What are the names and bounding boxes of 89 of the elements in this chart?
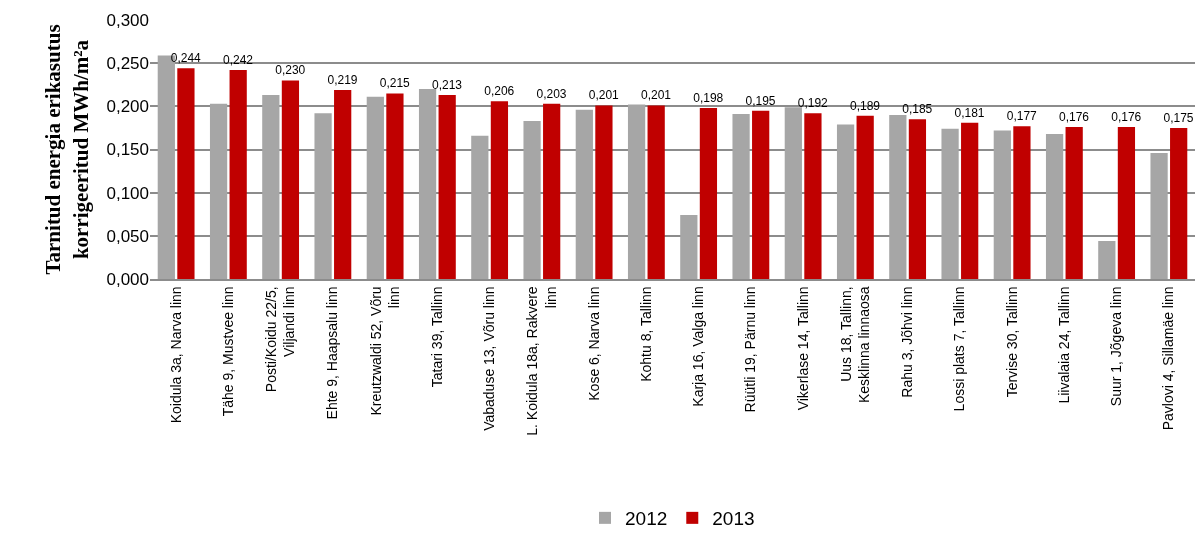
data-label: 0,185	[902, 102, 933, 117]
data-label: 0,242	[222, 53, 254, 68]
data-label: 0,175	[1163, 110, 1194, 125]
bar	[281, 80, 300, 279]
x-tick-label: Rahu 3, Jõhvi linn	[899, 286, 916, 398]
bar	[229, 70, 247, 279]
x-tick-label: Vabaduse 13, Võru linn	[481, 286, 498, 431]
bar	[993, 130, 1011, 279]
bar	[941, 128, 959, 279]
bar	[471, 135, 489, 279]
data-label: 0,215	[379, 76, 411, 91]
y-tick-label: 0,250	[106, 54, 149, 74]
bar	[418, 89, 437, 279]
bar	[699, 108, 718, 279]
bar	[575, 109, 593, 279]
bar	[334, 89, 352, 279]
legend-label: 2012	[625, 508, 668, 530]
y-tick-label: 0,150	[106, 140, 149, 160]
legend-label: 2013	[712, 508, 755, 530]
data-label: 0,176	[1111, 110, 1142, 125]
x-tick-label: Tähe 9, Mustvee linn	[219, 286, 236, 417]
x-tick-label: L. Koidula 18a, Rakvere linn	[524, 286, 559, 436]
bar	[804, 113, 822, 279]
data-label: 0,195	[745, 93, 776, 108]
bar	[836, 124, 855, 279]
data-label: 0,201	[640, 88, 672, 103]
data-label: 0,198	[693, 91, 724, 106]
x-tick-label: Lossi plats 7, Tallinn	[951, 286, 968, 412]
x-tick-label: Kohtu 8, Tallinn	[637, 286, 654, 382]
y-axis-title: Tarnitud energia erikasutus korrigeeritud MWh/m²a	[41, 24, 93, 275]
bar	[209, 103, 228, 279]
bar	[752, 110, 770, 279]
data-label: 0,189	[849, 98, 881, 113]
y-tick-label: 0,200	[106, 97, 149, 117]
y-tick-label: 0,000	[106, 269, 149, 289]
data-label: 0,176	[1058, 110, 1090, 125]
bar	[1098, 241, 1116, 279]
data-label: 0,177	[1006, 109, 1038, 124]
x-tick-label: Karja 16, Valga linn	[690, 286, 707, 407]
bar	[177, 68, 195, 279]
bar	[889, 114, 907, 279]
bar	[1065, 127, 1083, 279]
data-label: 0,203	[536, 86, 567, 101]
bar	[314, 113, 332, 279]
bar	[680, 215, 698, 279]
bar	[856, 115, 874, 279]
bar	[647, 105, 665, 279]
bar	[595, 105, 613, 279]
x-tick-label: Kreutzwaldi 52, Võru linn	[367, 286, 402, 416]
data-label: 0,181	[954, 105, 985, 120]
bar	[784, 107, 802, 279]
x-tick-label: Pavlovi 4, Sillamäe linn	[1160, 286, 1177, 431]
x-tick-label: Koidula 3a, Narva linn	[167, 286, 184, 424]
bar	[543, 103, 561, 279]
bar	[366, 96, 384, 279]
bar	[961, 122, 979, 279]
data-label: 0,192	[797, 96, 829, 111]
bar	[262, 95, 280, 279]
x-tick-label: Uus 18, Tallinn, Kesklinna linnaosa	[837, 286, 873, 404]
data-label: 0,230	[275, 63, 306, 78]
x-tick-label: Suur 1, Jõgeva linn	[1108, 286, 1125, 407]
bar	[732, 114, 750, 279]
bar	[1150, 152, 1168, 279]
bar	[627, 104, 646, 279]
bar	[523, 121, 541, 279]
data-label: 0,206	[484, 84, 515, 99]
x-tick-label: Kose 6, Narva linn	[585, 286, 602, 401]
bar	[386, 93, 404, 279]
bar	[438, 95, 456, 279]
bar	[490, 101, 509, 279]
x-tick-label: Liivalaia 24, Tallinn	[1055, 286, 1072, 404]
x-tick-label: Rüütli 19, Pärnu linn	[742, 286, 759, 413]
data-label: 0,244	[170, 51, 202, 66]
bar	[1170, 127, 1188, 279]
bar	[908, 119, 927, 279]
data-label: 0,219	[327, 72, 358, 87]
data-label: 0,201	[588, 88, 620, 103]
bar	[1117, 127, 1136, 279]
y-tick-label: 0,300	[106, 10, 149, 30]
x-tick-label: Ehte 9, Haapsalu linn	[324, 286, 341, 420]
bar	[1045, 133, 1064, 279]
x-tick-label: Posti/Koidu 22/5, Viljandi linn	[263, 286, 298, 393]
data-label: 0,213	[431, 78, 463, 93]
y-tick-label: 0,050	[106, 226, 149, 246]
x-tick-label: Tervise 30, Tallinn	[1003, 286, 1020, 398]
bar	[1013, 126, 1031, 279]
y-tick-label: 0,100	[106, 183, 149, 203]
x-tick-label: Tatari 39, Tallinn	[428, 286, 445, 388]
x-tick-label: Vikerlase 14, Tallinn	[794, 286, 811, 411]
